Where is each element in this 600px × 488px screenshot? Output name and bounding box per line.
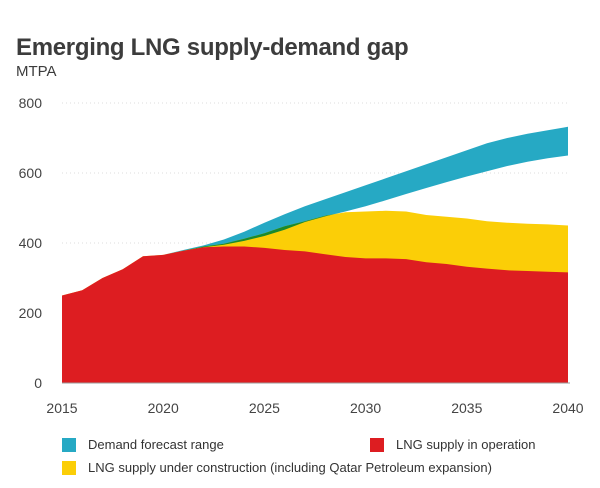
x-tick-label-2020: 2020 [148, 400, 179, 416]
y-tick-label-200: 200 [19, 305, 43, 321]
legend-item-demand: Demand forecast range [62, 437, 224, 452]
legend-item-construction: LNG supply under construction (including… [62, 460, 492, 475]
x-tick-label-2035: 2035 [451, 400, 482, 416]
area-series [62, 126, 568, 383]
y-tick-label-0: 0 [34, 375, 42, 391]
legend-label-operation: LNG supply in operation [396, 437, 536, 452]
y-tick-label-800: 800 [19, 95, 43, 111]
chart-title: Emerging LNG supply-demand gap [16, 34, 409, 61]
area-demand-forecast-range [62, 126, 568, 296]
x-tick-label-2040: 2040 [552, 400, 583, 416]
legend-item-operation: LNG supply in operation [370, 437, 535, 452]
area-lng-supply-in-operation [62, 246, 568, 383]
legend-label-demand: Demand forecast range [88, 437, 224, 452]
x-tick-label-2025: 2025 [249, 400, 280, 416]
axes: 0 200 400 600 800 2015 2020 2025 2030 2035 2040 [19, 95, 584, 416]
x-tick-label-2030: 2030 [350, 400, 381, 416]
legend-swatch-demand [62, 437, 76, 452]
y-tick-label-400: 400 [19, 235, 43, 251]
legend-swatch-construction [62, 460, 76, 475]
legend-swatch-operation [370, 437, 384, 452]
chart-subtitle: MTPA [16, 63, 57, 80]
y-tick-label-600: 600 [19, 165, 43, 181]
legend-label-construction: LNG supply under construction (including… [88, 460, 492, 475]
x-tick-label-2015: 2015 [46, 400, 77, 416]
